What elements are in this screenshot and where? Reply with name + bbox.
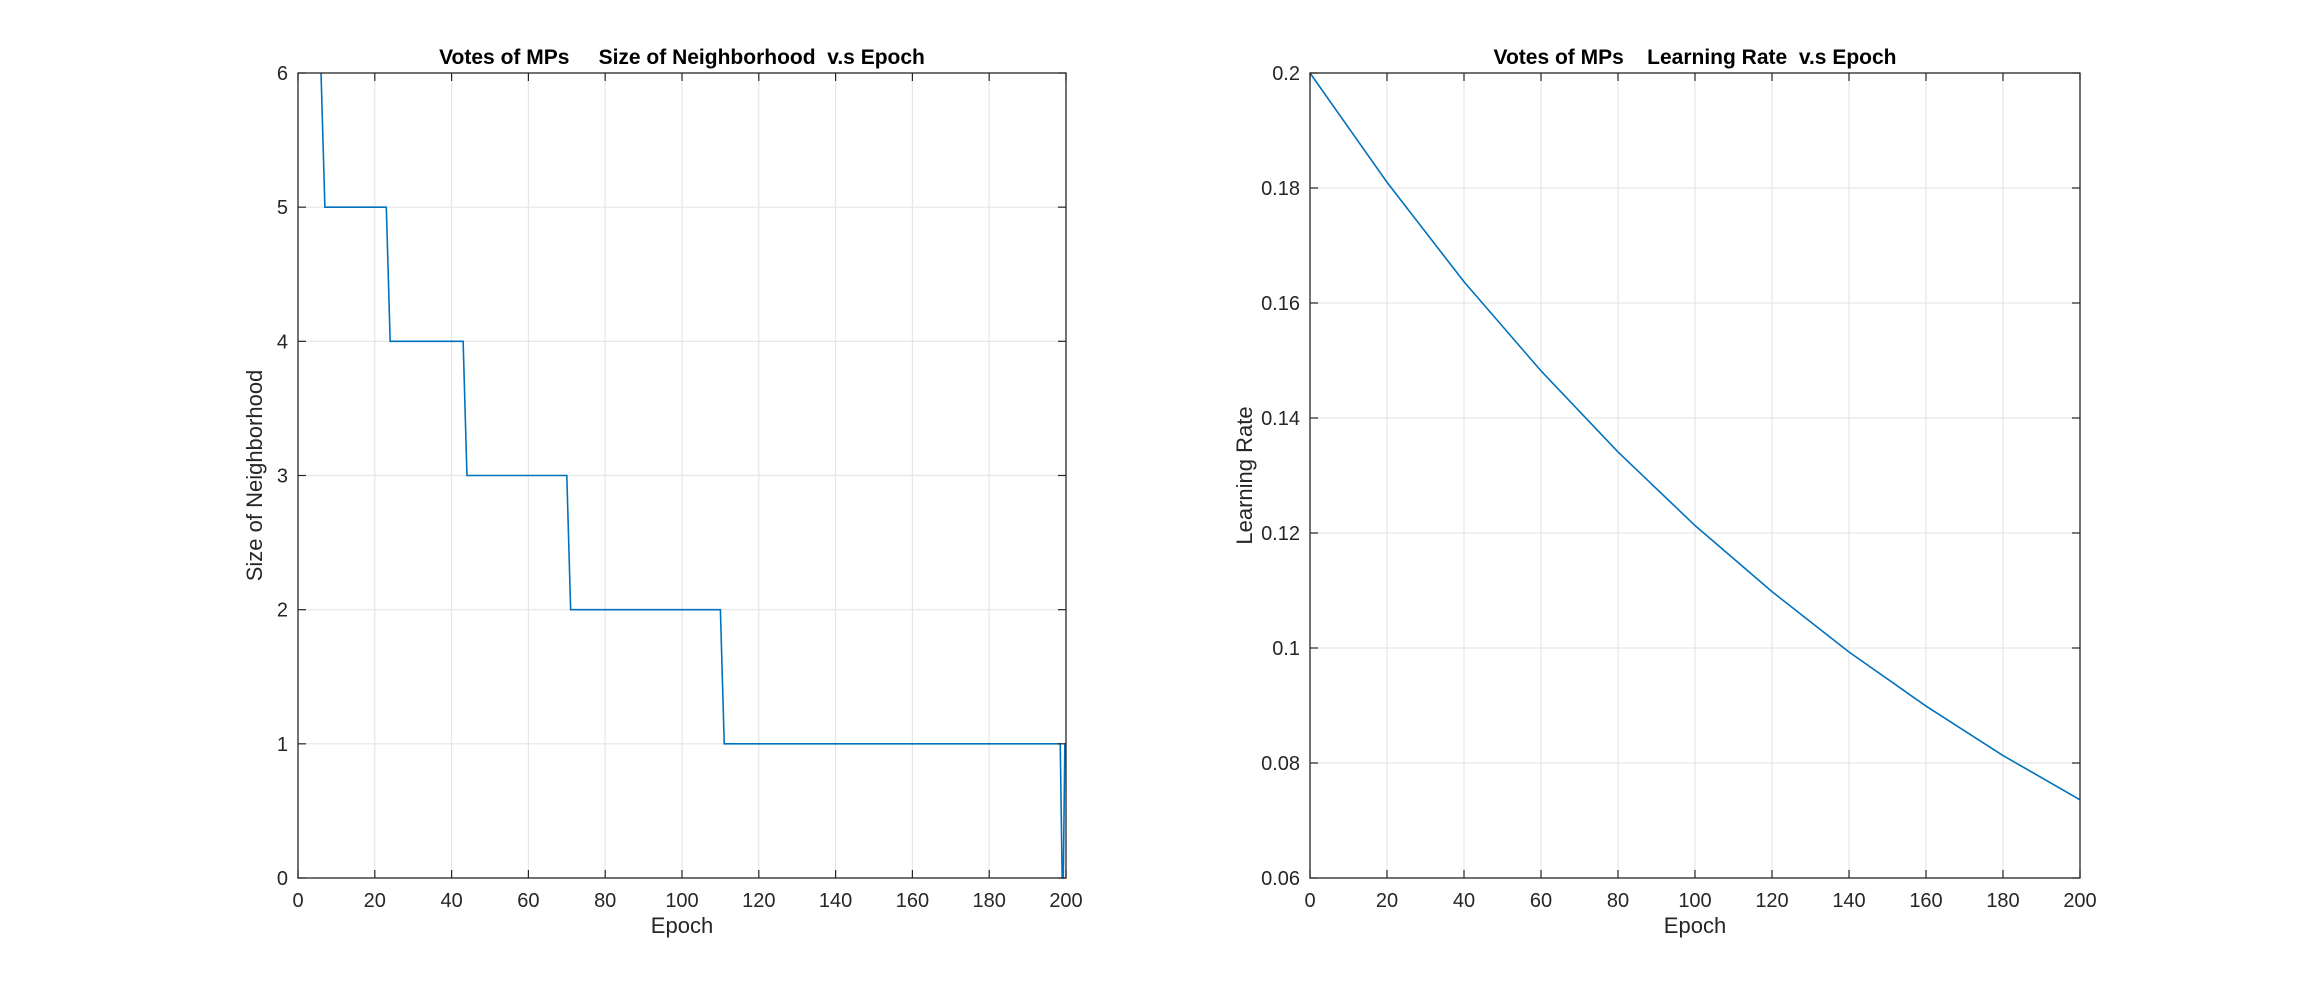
learning-rate-chart-x-axis-label: Epoch (1664, 913, 1726, 938)
y-tick-label: 0.06 (1261, 868, 1300, 890)
x-tick-label: 100 (1678, 890, 1711, 912)
x-tick-label: 200 (1049, 890, 1082, 912)
x-tick-label: 140 (1832, 890, 1865, 912)
x-tick-label: 140 (819, 890, 852, 912)
x-tick-label: 100 (665, 890, 698, 912)
neighborhood-chart: 0 20 40 60 80 100 120 140 160 180 200 0 1 2 3 4 5 6 Votes… (242, 46, 1083, 938)
x-tick-label: 60 (1530, 890, 1552, 912)
x-tick-label: 20 (1376, 890, 1398, 912)
y-tick-label: 0.12 (1261, 523, 1300, 545)
y-tick-label: 0 (277, 868, 288, 890)
x-tick-label: 0 (292, 890, 303, 912)
x-tick-label: 80 (594, 890, 616, 912)
x-tick-label: 200 (2063, 890, 2096, 912)
learning-rate-chart-ticks: 0 20 40 60 80 100 120 140 160 180 200 0.06 0.08 0.1 0.… (1261, 63, 2097, 912)
y-tick-label: 0.1 (1272, 638, 1300, 660)
neighborhood-chart-title: Votes of MPs Size of Neighborhood v.s Ep… (439, 46, 925, 69)
y-tick-label: 1 (277, 734, 288, 756)
y-tick-label: 0.08 (1261, 753, 1300, 775)
y-tick-label: 0.14 (1261, 408, 1300, 430)
x-tick-label: 40 (1453, 890, 1475, 912)
x-tick-label: 20 (364, 890, 386, 912)
y-tick-label: 5 (277, 197, 288, 219)
x-tick-label: 40 (440, 890, 462, 912)
y-tick-label: 4 (277, 331, 288, 353)
x-tick-label: 180 (1986, 890, 2019, 912)
y-tick-label: 0.2 (1272, 63, 1300, 85)
x-tick-label: 160 (896, 890, 929, 912)
y-tick-label: 6 (277, 63, 288, 85)
learning-rate-line (1309, 72, 2081, 801)
x-tick-label: 120 (742, 890, 775, 912)
y-tick-label: 2 (277, 600, 288, 622)
x-tick-label: 60 (517, 890, 539, 912)
neighborhood-chart-y-axis-label: Size of Neighborhood (242, 370, 267, 582)
x-tick-label: 160 (1909, 890, 1942, 912)
neighborhood-chart-ticks: 0 20 40 60 80 100 120 140 160 180 200 0 1 2 3 4 5 6 (277, 63, 1083, 912)
y-tick-label: 0.18 (1261, 178, 1300, 200)
neighborhood-chart-x-axis-label: Epoch (651, 913, 713, 938)
neighborhood-chart-grid (298, 73, 1066, 878)
x-tick-label: 180 (973, 890, 1006, 912)
y-tick-label: 3 (277, 466, 288, 488)
learning-rate-chart-y-axis-label: Learning Rate (1232, 406, 1257, 544)
x-tick-label: 120 (1755, 890, 1788, 912)
x-tick-label: 80 (1607, 890, 1629, 912)
learning-rate-chart: 0 20 40 60 80 100 120 140 160 180 200 0.06 0.08 0.1 0.… (1232, 46, 2097, 938)
x-tick-label: 0 (1304, 890, 1315, 912)
learning-rate-chart-grid (1310, 73, 2080, 878)
learning-rate-chart-title: Votes of MPs Learning Rate v.s Epoch (1494, 46, 1897, 69)
y-tick-label: 0.16 (1261, 293, 1300, 315)
